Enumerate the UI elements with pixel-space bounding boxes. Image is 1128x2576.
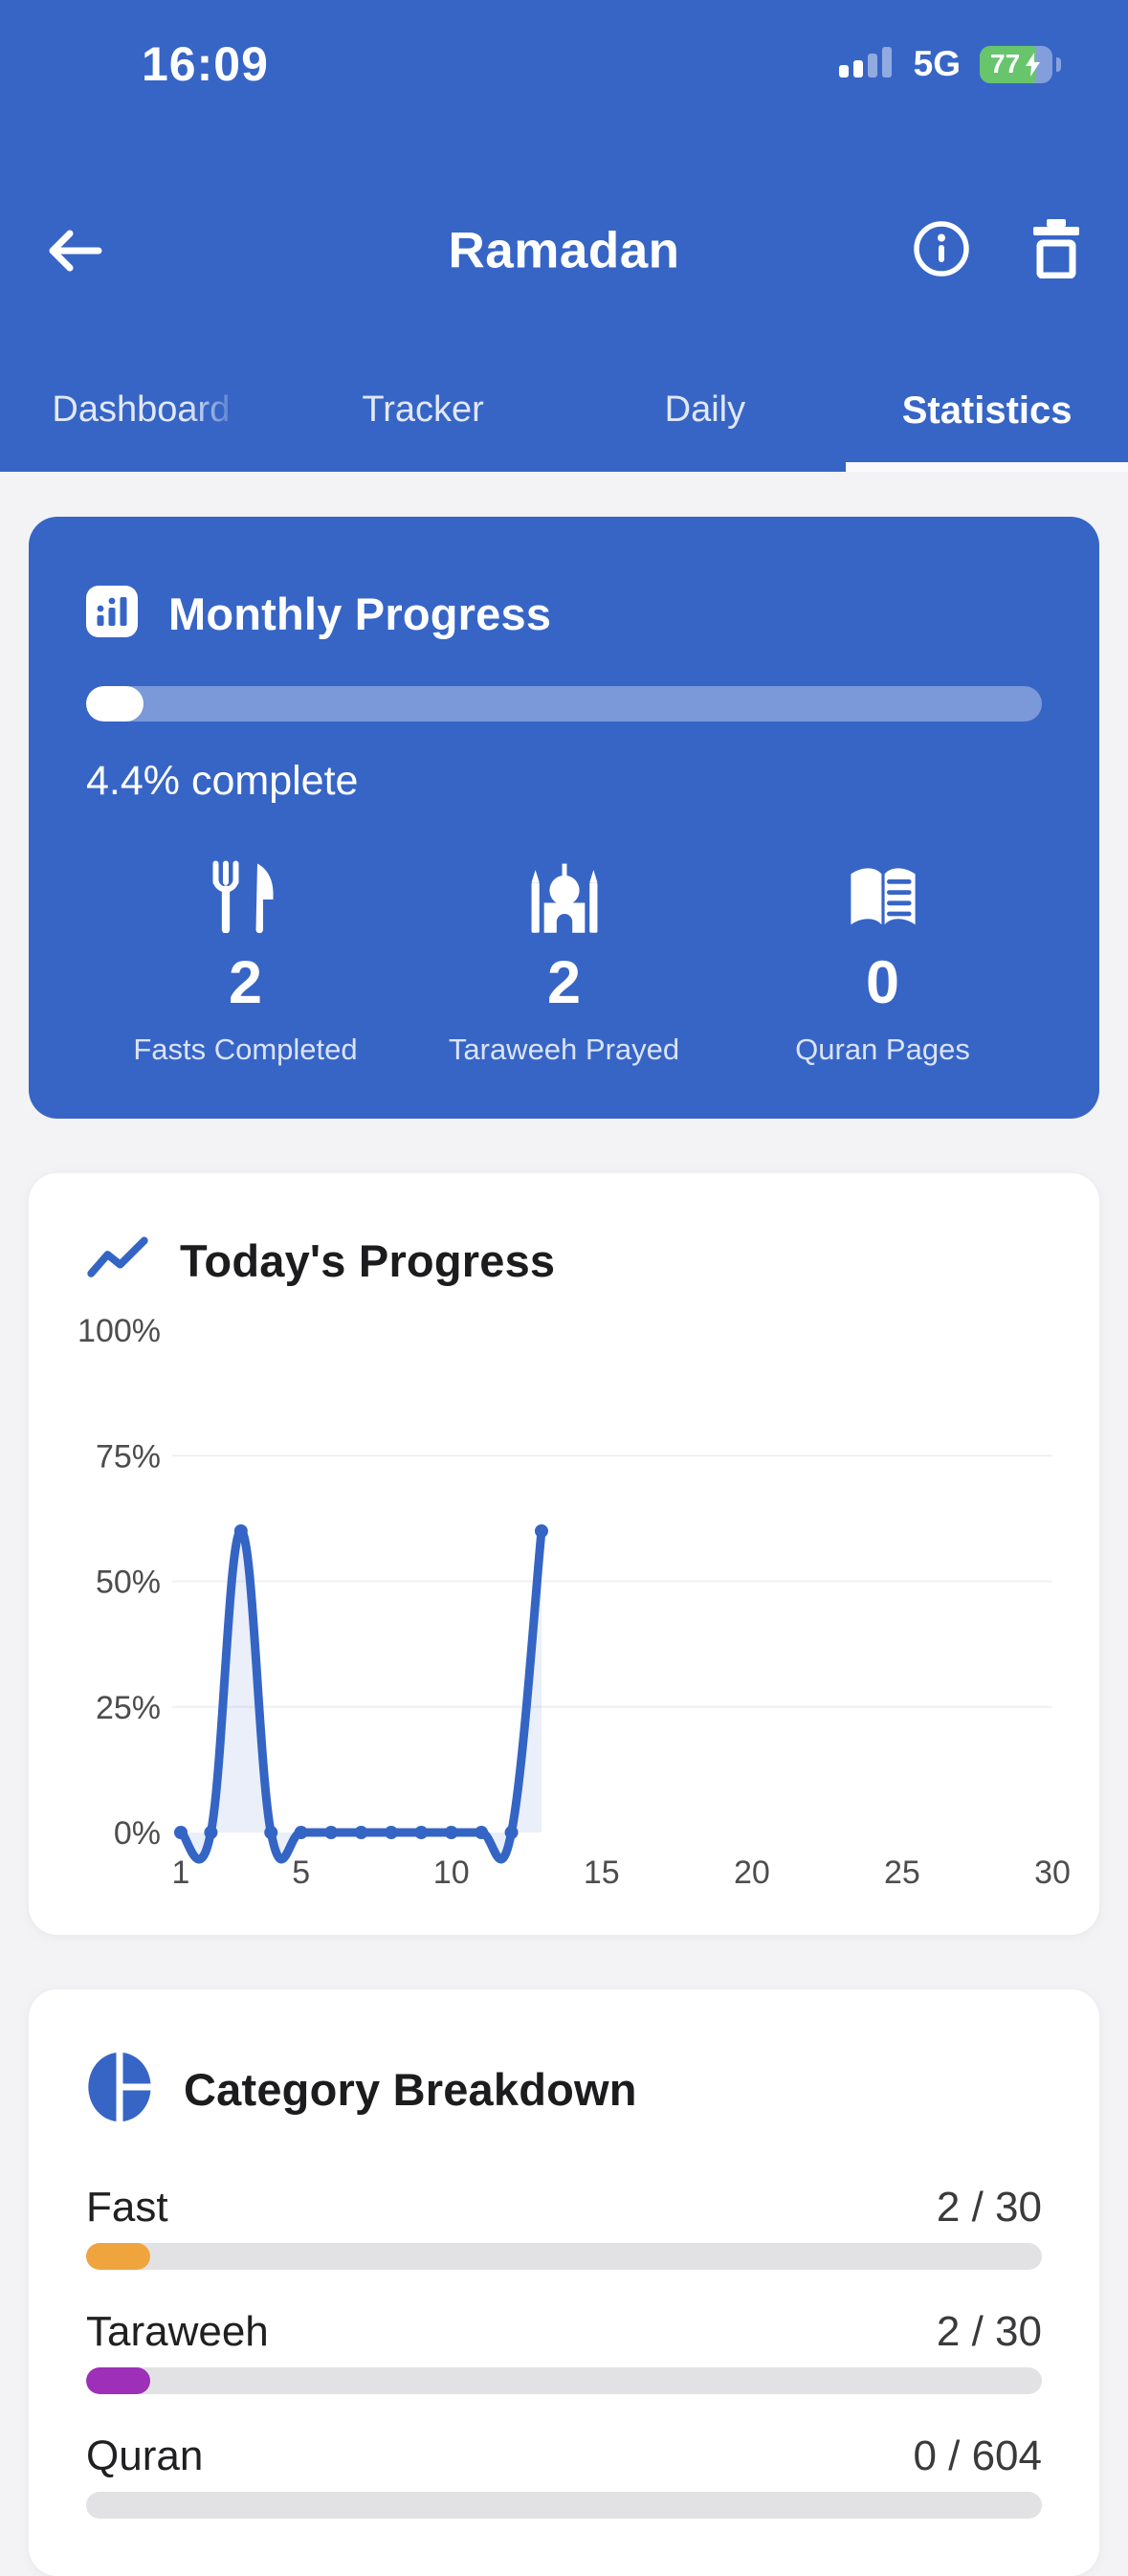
category-row-fast: Fast 2 / 30 xyxy=(86,2184,1042,2270)
category-bar-track xyxy=(86,2243,1042,2270)
active-tab-indicator xyxy=(846,462,1128,472)
bar-chart-icon xyxy=(86,586,138,642)
category-label: Quran xyxy=(86,2432,204,2479)
delete-button[interactable] xyxy=(1028,218,1084,283)
mosque-icon xyxy=(525,856,604,933)
monthly-progress-header: Monthly Progress xyxy=(86,586,1042,642)
open-book-icon xyxy=(845,856,921,933)
nav-actions xyxy=(912,218,1128,283)
pie-chart-icon xyxy=(86,2051,153,2128)
stat-taraweeh: 2 Taraweeh Prayed xyxy=(405,856,723,1067)
svg-text:15: 15 xyxy=(584,1854,620,1891)
category-value: 2 / 30 xyxy=(936,2184,1042,2231)
charging-bolt-icon xyxy=(1025,52,1041,81)
battery-percent: 77 xyxy=(990,49,1021,78)
battery-icon: 77 xyxy=(980,45,1052,83)
category-bar-track xyxy=(86,2367,1042,2394)
quran-count: 0 xyxy=(865,949,900,1016)
category-label: Fast xyxy=(86,2184,168,2231)
category-breakdown-header: Category Breakdown xyxy=(86,2051,1042,2128)
category-row-head: Quran 0 / 604 xyxy=(86,2432,1042,2480)
status-indicators: 5G 77 xyxy=(838,44,1061,84)
todays-progress-header: Today's Progress xyxy=(86,1234,1042,1287)
utensils-icon xyxy=(209,856,283,933)
svg-text:1: 1 xyxy=(172,1854,190,1891)
tab-dashboard[interactable]: Dashboard xyxy=(52,389,231,430)
info-button[interactable] xyxy=(912,219,971,283)
back-button[interactable] xyxy=(43,224,106,278)
fasts-label: Fasts Completed xyxy=(133,1033,358,1066)
category-row-head: Taraweeh 2 / 30 xyxy=(86,2308,1042,2356)
svg-text:10: 10 xyxy=(433,1854,470,1891)
category-row-taraweeh: Taraweeh 2 / 30 xyxy=(86,2308,1042,2394)
statistics-screen: Monthly Progress 4.4% complete 2 Fasts C… xyxy=(0,517,1128,2576)
battery-fill xyxy=(980,45,1036,83)
svg-text:0%: 0% xyxy=(114,1815,161,1852)
monthly-progress-title: Monthly Progress xyxy=(168,588,552,639)
category-label: Taraweeh xyxy=(86,2308,269,2355)
monthly-progress-percent-label: 4.4% complete xyxy=(86,758,359,804)
taraweeh-label: Taraweeh Prayed xyxy=(448,1033,680,1066)
todays-progress-card: Today's Progress 0% 25% 50% 75% 100% 1 5 10 15 20… xyxy=(29,1173,1099,1935)
svg-text:25%: 25% xyxy=(96,1690,161,1726)
svg-text:50%: 50% xyxy=(96,1565,161,1601)
taraweeh-count: 2 xyxy=(546,949,582,1016)
monthly-stats-row: 2 Fasts Completed 2 Taraweeh Pr xyxy=(86,856,1042,1067)
category-bar-track xyxy=(86,2492,1042,2519)
status-time: 16:09 xyxy=(142,37,269,91)
category-row-head: Fast 2 / 30 xyxy=(86,2184,1042,2232)
svg-text:25: 25 xyxy=(884,1854,920,1891)
tab-tracker[interactable]: Tracker xyxy=(362,389,484,430)
monthly-progress-card: Monthly Progress 4.4% complete 2 Fasts C… xyxy=(29,517,1099,1119)
battery-nub xyxy=(1056,56,1061,72)
todays-progress-chart: 0% 25% 50% 75% 100% 1 5 10 15 20 25 30 xyxy=(29,1303,1099,1935)
svg-text:20: 20 xyxy=(734,1854,770,1891)
svg-text:5: 5 xyxy=(292,1854,310,1891)
cellular-signal-icon xyxy=(838,46,895,82)
fasts-count: 2 xyxy=(228,949,263,1016)
monthly-progress-fill xyxy=(86,686,144,722)
monthly-progress-track xyxy=(86,686,1042,722)
category-value: 0 / 604 xyxy=(913,2432,1042,2479)
category-bar-fill xyxy=(86,2243,150,2270)
status-bar: 16:09 5G 77 xyxy=(0,36,1128,92)
svg-text:75%: 75% xyxy=(96,1438,161,1475)
trend-up-icon xyxy=(86,1235,149,1286)
stat-fasts: 2 Fasts Completed xyxy=(86,856,405,1067)
svg-text:100%: 100% xyxy=(77,1313,161,1349)
todays-progress-title: Today's Progress xyxy=(180,1235,556,1286)
svg-text:30: 30 xyxy=(1034,1854,1071,1891)
navigation-bar: Ramadan xyxy=(0,216,1128,285)
quran-label: Quran Pages xyxy=(795,1033,970,1066)
category-bar-fill xyxy=(86,2367,150,2394)
tab-daily[interactable]: Daily xyxy=(664,389,746,430)
network-type-label: 5G xyxy=(913,44,961,83)
app-header: 16:09 5G 77 xyxy=(0,0,1128,472)
category-breakdown-card: Category Breakdown Fast 2 / 30 Taraweeh … xyxy=(29,1989,1099,2576)
page-title: Ramadan xyxy=(448,222,680,279)
category-breakdown-title: Category Breakdown xyxy=(184,2064,637,2115)
category-value: 2 / 30 xyxy=(936,2308,1042,2355)
tab-bar: Dashboard Tracker Daily Statistics xyxy=(0,376,1128,446)
tab-statistics[interactable]: Statistics xyxy=(901,389,1073,432)
stat-quran: 0 Quran Pages xyxy=(723,856,1042,1067)
